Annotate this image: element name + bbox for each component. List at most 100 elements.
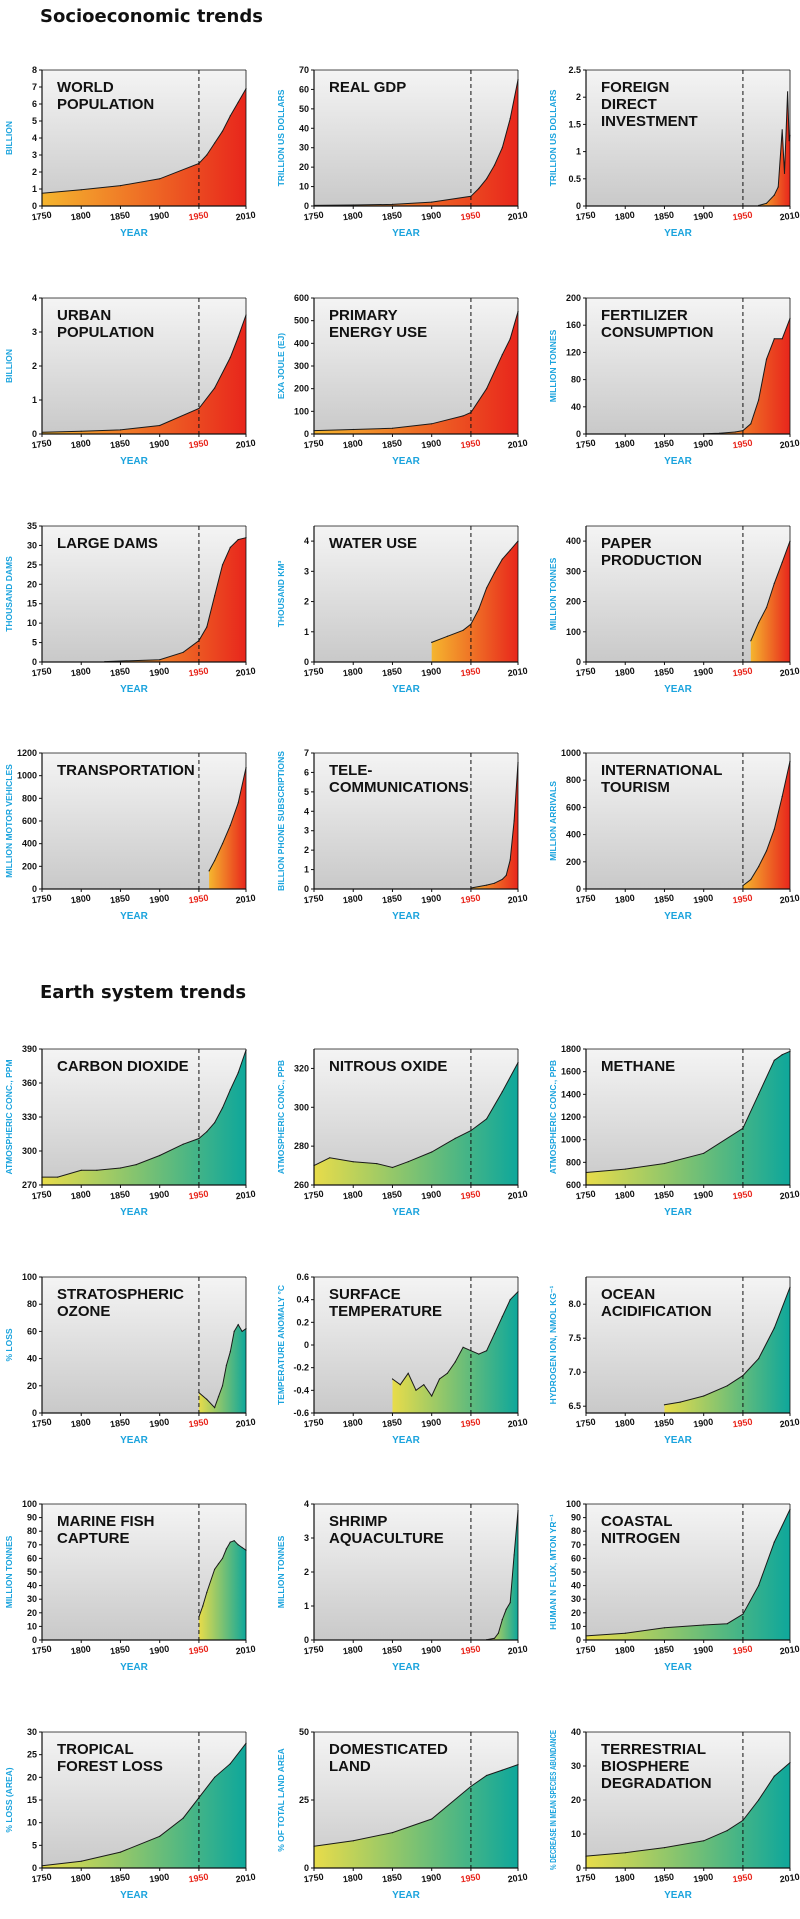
y-tick-label: 1 [304,865,309,875]
y-tick-label: 0 [304,429,309,439]
y-tick-label: 800 [566,775,581,785]
y-tick-label: 5 [32,116,37,126]
chart-title-line: ENERGY USE [329,324,427,341]
data-point [663,1404,666,1406]
data-point [726,1623,728,1625]
chart-real-gdp: 0 10 20 30 40 50 60 70 1750 1800 1850 1900 1950 2010 Y… [276,65,528,239]
y-axis-label: MILLION TONNES [548,557,558,630]
x-axis-label: YEAR [392,228,421,239]
data-point [221,1557,224,1559]
y-tick-label: 390 [22,1044,37,1054]
y-tick-label: 30 [571,1761,581,1771]
y-tick-label: 6 [32,99,37,109]
x-tick-label-1950: 1950 [188,1644,209,1657]
data-area [470,762,518,889]
x-tick-label: 2010 [507,1189,528,1202]
data-point [119,1167,122,1169]
y-tick-label: 3 [32,150,37,160]
x-tick-label: 1850 [653,1417,674,1430]
y-tick-label: 7 [304,748,309,758]
y-tick-label: 200 [566,857,581,867]
data-point [206,1398,208,1400]
data-point [624,1168,626,1170]
y-tick-label: 30 [27,540,37,550]
y-tick-label: 500 [294,316,309,326]
data-point [470,1130,472,1132]
x-tick-label: 1850 [109,893,130,906]
data-point [509,1602,511,1604]
data-point [407,1372,409,1374]
data-point [501,878,503,880]
x-tick-label: 2010 [779,1417,800,1430]
data-point [159,424,161,427]
chart-title-line: LAND [329,1758,371,1775]
y-tick-label: 300 [294,361,309,371]
x-tick-label-1950: 1950 [188,438,209,451]
chart-methane: 600 800 1000 1200 1400 1600 1800 1750 1800 1850 19… [548,1044,800,1218]
data-point [703,1840,705,1842]
y-tick-label: 4 [304,536,309,546]
chart-title-line: TEMPERATURE [329,1303,442,1320]
chart-title: DOMESTICATED LAND [329,1741,448,1775]
y-tick-label: 60 [571,1553,581,1563]
x-tick-label: 2010 [779,893,800,906]
y-tick-label: 300 [566,566,581,576]
x-tick-label: 1800 [614,438,635,451]
data-point [237,802,239,804]
y-tick-label: 10 [27,1621,37,1631]
y-tick-label: 300 [22,1146,37,1156]
data-point [509,1299,511,1301]
data-point [765,358,768,360]
data-point [765,607,768,609]
data-point [663,1162,666,1165]
y-tick-label: 1 [576,147,581,157]
data-point [182,651,184,653]
data-point [726,1385,728,1387]
chart-title: METHANE [601,1058,675,1075]
y-tick-label: 5 [32,1840,37,1850]
y-tick-label: 25 [27,1750,37,1760]
x-tick-label: 1800 [614,666,635,679]
x-tick-label: 2010 [507,1644,528,1657]
data-area [198,1324,246,1413]
data-point [225,1364,227,1366]
chart-title: COASTAL NITROGEN [601,1513,680,1547]
x-tick-label-1950: 1950 [188,210,209,223]
data-area [742,761,790,889]
x-tick-label-1950: 1950 [732,210,753,223]
y-tick-label: 0 [304,657,309,667]
series-line [104,537,247,663]
x-axis-label: YEAR [120,1435,149,1446]
x-tick-label: 1750 [31,210,52,223]
chart-title-line: DEGRADATION [601,1775,712,1792]
data-area [750,541,790,662]
x-tick-label: 1900 [421,1189,442,1202]
x-tick-label: 1850 [381,438,402,451]
y-tick-label: 800 [566,1157,581,1167]
x-tick-label-1950: 1950 [460,1189,481,1202]
y-tick-label: 35 [27,521,37,531]
data-point [80,1169,82,1171]
data-point [431,1395,433,1397]
chart-title-line: LARGE DAMS [57,535,158,552]
y-tick-label: 30 [571,1594,581,1604]
data-point [505,874,507,877]
x-axis-label: YEAR [120,1890,149,1901]
y-tick-label: 50 [571,1567,581,1577]
y-tick-label: 10 [571,1829,581,1839]
y-tick-label: 400 [566,830,581,840]
y-tick-label: 0 [32,884,37,894]
y-tick-label: 2.5 [568,65,581,75]
x-tick-label: 2010 [507,1417,528,1430]
y-tick-label: 400 [294,338,309,348]
data-point [703,1152,705,1154]
data-point [624,1852,626,1854]
y-tick-label: -0.2 [293,1363,309,1373]
data-point [229,1541,231,1543]
x-tick-label: 2010 [235,666,256,679]
y-axis-label: % LOSS (AREA) [4,1767,14,1832]
data-point [221,1107,224,1109]
y-tick-label: 70 [27,1540,37,1550]
x-tick-label-1950: 1950 [460,1644,481,1657]
x-axis-label: YEAR [120,1207,149,1218]
